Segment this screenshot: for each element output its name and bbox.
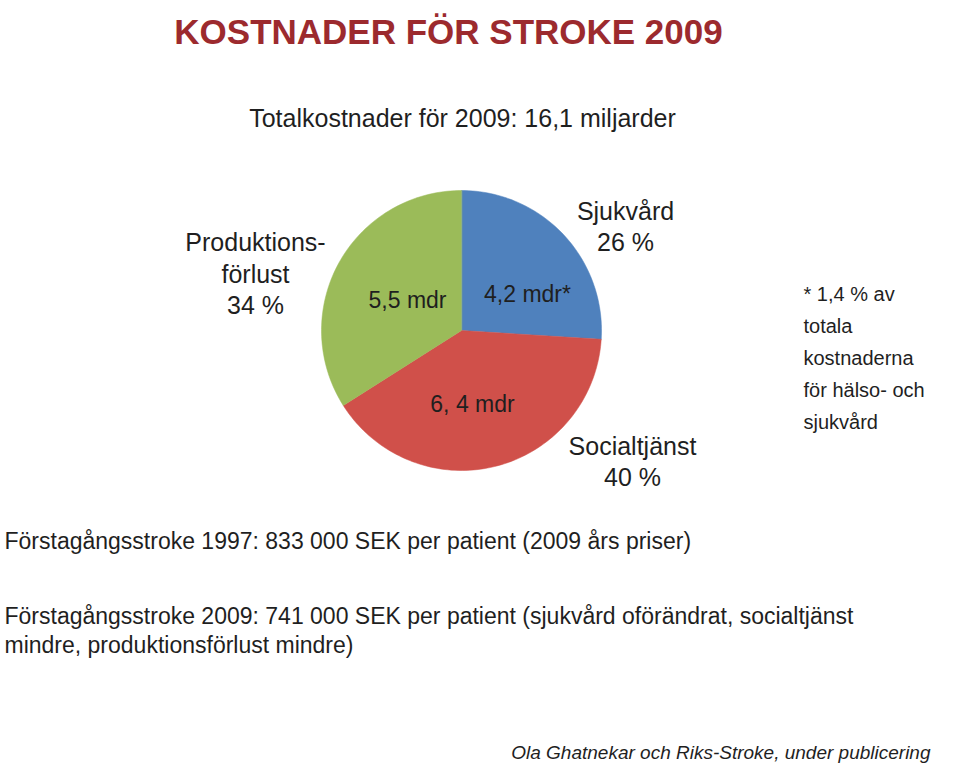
svg-text:5,5 mdr: 5,5 mdr [369, 287, 447, 313]
svg-text:Förstagångsstroke 1997: 833 00: Förstagångsstroke 1997: 833 000 SEK per … [5, 528, 692, 554]
svg-text:Socialtjänst40 %: Socialtjänst40 % [569, 432, 697, 491]
svg-text:6, 4 mdr: 6, 4 mdr [430, 391, 515, 417]
svg-text:KOSTNADER FÖR STROKE 2009: KOSTNADER FÖR STROKE 2009 [174, 12, 722, 51]
svg-text:Totalkostnader för 2009: 16,1: Totalkostnader för 2009: 16,1 miljarder [249, 104, 676, 132]
svg-text:Sjukvård26 %: Sjukvård26 % [577, 197, 674, 256]
svg-text:* 1,4 % avtotalakostnadernaför: * 1,4 % avtotalakostnadernaför hälso- oc… [804, 283, 925, 433]
svg-text:Förstagångsstroke 2009: 741 00: Förstagångsstroke 2009: 741 000 SEK per … [5, 603, 855, 658]
svg-text:Ola Ghatnekar och Riks-Stroke,: Ola Ghatnekar och Riks-Stroke, under pub… [511, 742, 931, 763]
svg-text:Produktions-förlust34 %: Produktions-förlust34 % [185, 228, 325, 319]
svg-text:4,2 mdr*: 4,2 mdr* [484, 281, 571, 307]
